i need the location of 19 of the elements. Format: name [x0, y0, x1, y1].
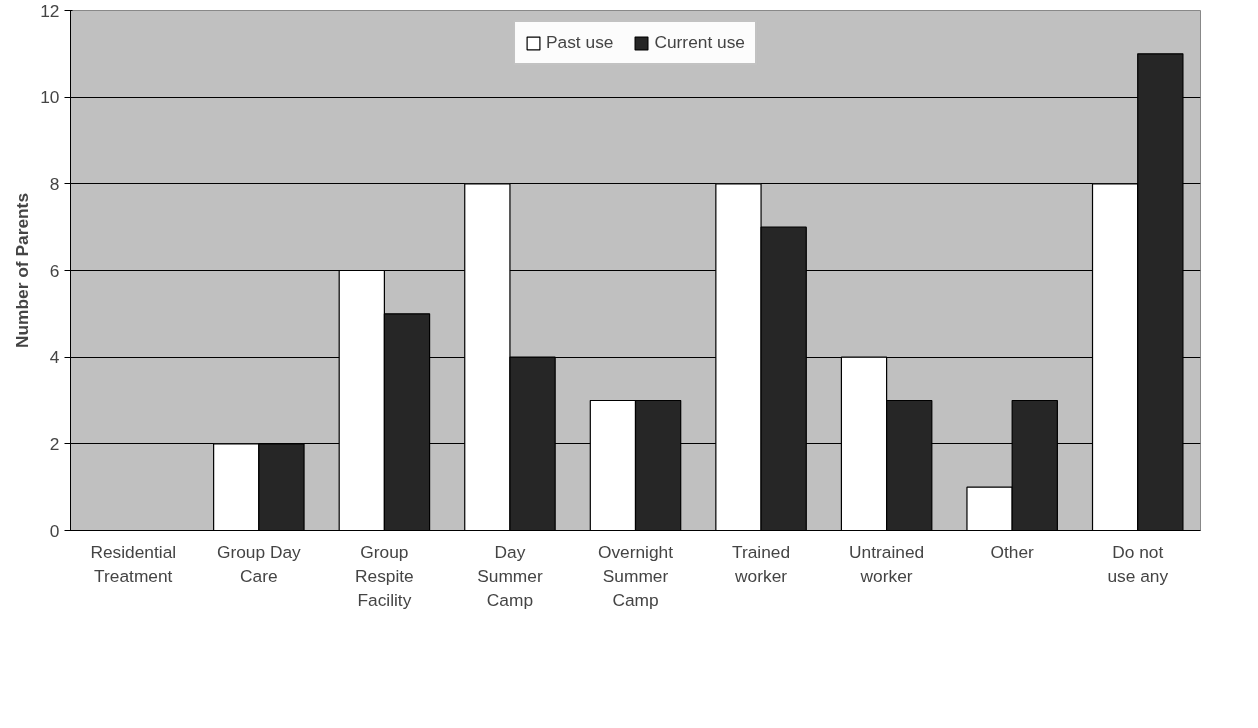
legend-label: Current use	[654, 32, 745, 53]
x-tick-label: Group Day Care	[216, 541, 302, 586]
y-tick-label: 10	[40, 87, 60, 108]
x-tick-label: Trained worker	[732, 541, 791, 586]
y-tick-label: 8	[49, 173, 60, 194]
x-tick-label: Untrained worker	[849, 541, 925, 586]
y-tick-label: 2	[49, 433, 60, 454]
x-tick-label: Residential Treatment	[90, 541, 177, 586]
x-tick-label: Group Respite Facility	[355, 541, 414, 610]
legend-label: Past use	[546, 32, 614, 53]
y-tick-label: 0	[49, 520, 60, 541]
x-tick-label: Other	[990, 541, 1035, 562]
y-tick-label: 12	[40, 0, 60, 21]
x-tick-label: Do not use any	[1107, 541, 1169, 586]
x-tick-label: Overnight Summer Camp	[597, 541, 674, 610]
y-tick-label: 4	[49, 347, 60, 368]
y-axis-title: Number of Parents	[12, 192, 33, 349]
y-tick-label: 6	[49, 260, 60, 281]
x-tick-label: Day Summer Camp	[477, 541, 543, 610]
